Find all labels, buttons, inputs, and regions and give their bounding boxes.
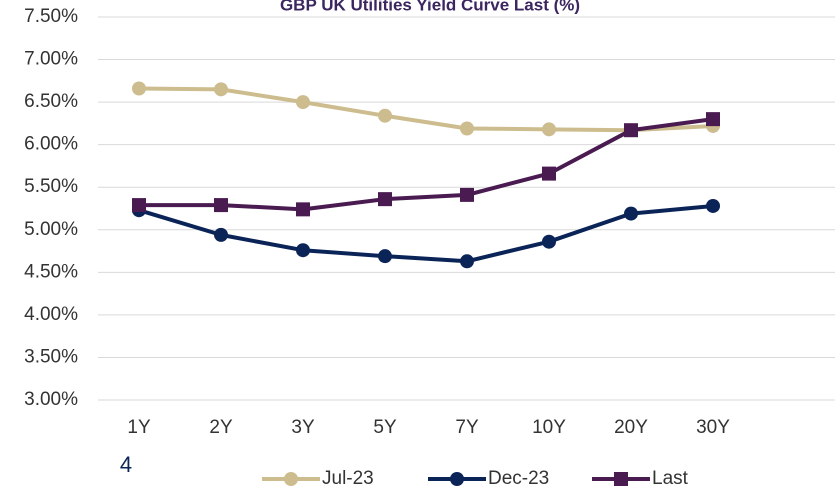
x-tick-label: 30Y: [696, 417, 730, 438]
x-tick-label: 1Y: [127, 417, 151, 438]
series-line: [138, 86, 714, 133]
data-point: [460, 187, 474, 202]
x-tick-label: 3Y: [291, 417, 315, 438]
data-point: [378, 108, 392, 123]
chart-title: GBP UK Utilities Yield Curve Last (%): [280, 0, 580, 14]
y-tick-label: 7.00%: [24, 49, 78, 70]
y-tick-label: 5.00%: [24, 219, 78, 240]
data-point: [460, 121, 474, 136]
data-point: [132, 81, 146, 96]
series-line: [138, 203, 714, 264]
y-tick-label: 3.50%: [24, 346, 78, 367]
data-point: [296, 243, 310, 258]
data-point: [296, 95, 310, 110]
data-point: [624, 206, 638, 221]
x-tick-label: 7Y: [455, 417, 479, 438]
page-number: 4: [120, 452, 132, 477]
data-point: [706, 198, 720, 213]
legend-label: Dec-23: [488, 468, 549, 489]
data-point: [542, 122, 556, 137]
legend-marker: [450, 472, 464, 486]
y-tick-label: 6.00%: [24, 134, 78, 155]
y-tick-label: 5.50%: [24, 176, 78, 197]
x-tick-label: 20Y: [614, 417, 648, 438]
legend-marker: [614, 472, 628, 486]
data-point: [624, 123, 638, 138]
data-point: [542, 166, 556, 181]
x-tick-label: 10Y: [532, 417, 566, 438]
data-point: [460, 254, 474, 269]
x-tick-label: 2Y: [209, 417, 233, 438]
legend-label: Jul-23: [322, 468, 374, 489]
data-point: [214, 198, 228, 213]
y-tick-label: 6.50%: [24, 91, 78, 112]
data-point: [542, 234, 556, 249]
data-point: [132, 198, 146, 213]
data-point: [214, 227, 228, 242]
data-point: [296, 202, 310, 217]
data-point: [378, 249, 392, 264]
data-point: [706, 112, 720, 127]
y-tick-label: 4.50%: [24, 261, 78, 282]
y-tick-label: 4.00%: [24, 304, 78, 325]
y-tick-label: 3.00%: [24, 389, 78, 410]
legend-label: Last: [652, 468, 689, 489]
x-tick-label: 5Y: [373, 417, 397, 438]
data-point: [378, 192, 392, 207]
y-tick-label: 7.50%: [24, 6, 78, 27]
legend-marker: [284, 472, 298, 486]
data-point: [214, 82, 228, 97]
series-line: [139, 117, 714, 212]
